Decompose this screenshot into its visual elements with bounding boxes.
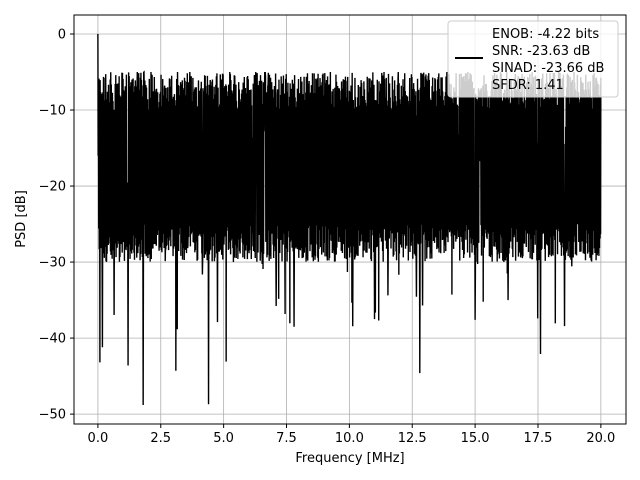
x-tick-label: 12.5 <box>398 431 427 446</box>
y-axis-label: PSD [dB] <box>14 190 29 248</box>
x-axis-label: Frequency [MHz] <box>295 451 404 466</box>
legend-entry-enob: ENOB: -4.22 bits <box>492 27 599 42</box>
legend: ENOB: -4.22 bits SNR: -23.63 dB SINAD: -… <box>447 20 619 98</box>
legend-entry-sfdr: SFDR: 1.41 <box>492 78 564 93</box>
y-tick-label: −30 <box>39 256 66 271</box>
y-tick-label: −40 <box>39 332 66 347</box>
x-tick-label: 0.0 <box>88 431 109 446</box>
x-tick-label: 7.5 <box>276 431 297 446</box>
legend-box <box>447 20 619 98</box>
legend-entry-snr: SNR: -23.63 dB <box>492 44 590 59</box>
x-tick-label: 5.0 <box>213 431 234 446</box>
y-tick-label: 0 <box>58 28 66 43</box>
y-tick-label: −50 <box>39 408 66 423</box>
y-tick-label: −20 <box>39 180 66 195</box>
x-tick-label: 17.5 <box>524 431 553 446</box>
x-tick-label: 15.0 <box>461 431 490 446</box>
legend-entry-sinad: SINAD: -23.66 dB <box>492 61 604 76</box>
x-tick-label: 10.0 <box>335 431 364 446</box>
y-tick-label: −10 <box>39 104 66 119</box>
ticks: 0.0 2.5 5.0 7.5 10.0 12.5 15.0 17.5 20.0 0 −10 −20 −… <box>39 28 616 446</box>
plot-frame <box>73 14 627 425</box>
x-tick-label: 2.5 <box>150 431 171 446</box>
x-tick-label: 20.0 <box>586 431 615 446</box>
